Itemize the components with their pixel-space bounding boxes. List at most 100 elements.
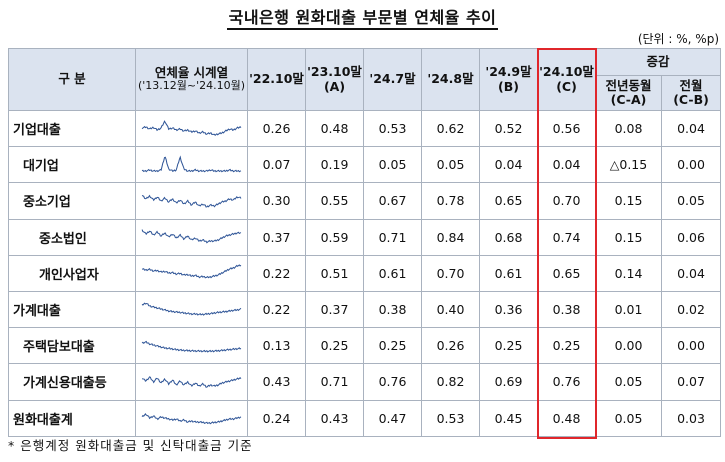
change-cell: 0.15 (595, 182, 662, 220)
sparkline-cell (135, 290, 248, 329)
change-cell: 0.05 (660, 182, 722, 220)
value-cell: 0.62 (421, 109, 480, 148)
col-header-3: '24.8말 (421, 48, 480, 111)
change-header-0: 전년동월 (C-A) (595, 75, 662, 111)
sparkline (141, 155, 242, 173)
sparkline-path (141, 376, 242, 388)
unit-label: (단위 : %, %p) (637, 32, 719, 46)
sparkline (141, 302, 242, 316)
value-cell: 0.26 (247, 109, 306, 148)
sparkline-path (141, 413, 242, 425)
row-label: 주택담보대출 (8, 327, 136, 365)
value-cell: 0.51 (305, 254, 364, 292)
sparkline-cell (135, 254, 248, 292)
value-cell: 0.13 (247, 327, 306, 365)
sparkline-path (141, 194, 242, 208)
sparkline-cell (135, 146, 248, 184)
change-group-header: 증감 (594, 48, 722, 76)
sparkline-path (141, 119, 242, 136)
value-cell: 0.74 (537, 218, 596, 256)
col-header-1: '23.10말 (A) (305, 48, 364, 111)
value-cell: 0.61 (363, 254, 422, 292)
col-header-2: '24.7말 (363, 48, 422, 111)
value-cell: 0.30 (247, 182, 306, 220)
value-cell: 0.53 (363, 109, 422, 148)
value-cell: 0.38 (363, 290, 422, 329)
value-cell: 0.45 (479, 399, 538, 437)
table-row: 기업대출 0.26 0.48 0.53 0.62 0.52 0.56 0.08 0.04 (8, 109, 722, 148)
change-cell: △0.15 (595, 146, 662, 184)
value-cell: 0.25 (537, 327, 596, 365)
value-cell: 0.22 (247, 254, 306, 292)
change-cell: 0.05 (595, 399, 662, 437)
table-row: 중소법인 0.37 0.59 0.71 0.84 0.68 0.74 0.15 0.06 (8, 218, 722, 256)
value-cell: 0.59 (305, 218, 364, 256)
sparkline (141, 413, 242, 425)
row-label: 원화대출계 (8, 399, 136, 437)
row-label: 중소법인 (8, 218, 136, 256)
table-row: 대기업 0.07 0.19 0.05 0.05 0.04 0.04 △0.15 0.00 (8, 146, 722, 184)
value-cell: 0.25 (363, 327, 422, 365)
table-row: 원화대출계 0.24 0.43 0.47 0.53 0.45 0.48 0.05 0.03 (8, 399, 722, 437)
value-cell: 0.47 (363, 399, 422, 437)
value-cell: 0.38 (537, 290, 596, 329)
table-title: 국내은행 원화대출 부문별 연체율 추이 (0, 4, 725, 30)
sparkline-cell (135, 363, 248, 401)
value-cell: 0.19 (305, 146, 364, 184)
value-cell: 0.04 (537, 146, 596, 184)
value-cell: 0.25 (479, 327, 538, 365)
sparkline (141, 376, 242, 388)
sparkline-cell (135, 399, 248, 437)
col-header-4: '24.9말 (B) (479, 48, 538, 111)
value-cell: 0.26 (421, 327, 480, 365)
change-cell: 0.04 (660, 254, 722, 292)
value-cell: 0.52 (479, 109, 538, 148)
change-header-1: 전월 (C-B) (660, 75, 722, 111)
value-cell: 0.65 (479, 182, 538, 220)
value-cell: 0.71 (305, 363, 364, 401)
value-cell: 0.07 (247, 146, 306, 184)
value-cell: 0.43 (305, 399, 364, 437)
change-cell: 0.00 (660, 327, 722, 365)
value-cell: 0.55 (305, 182, 364, 220)
value-cell: 0.48 (305, 109, 364, 148)
col-header-0: '22.10말 (247, 48, 306, 111)
change-cell: 0.03 (660, 399, 722, 437)
value-cell: 0.04 (479, 146, 538, 184)
value-cell: 0.67 (363, 182, 422, 220)
value-cell: 0.65 (537, 254, 596, 292)
table-row: 가계신용대출등 0.43 0.71 0.76 0.82 0.69 0.76 0.05 0.07 (8, 363, 722, 401)
value-cell: 0.78 (421, 182, 480, 220)
value-cell: 0.84 (421, 218, 480, 256)
change-cell: 0.04 (660, 109, 722, 148)
value-cell: 0.43 (247, 363, 306, 401)
sparkline-cell (135, 218, 248, 256)
change-cell: 0.05 (595, 363, 662, 401)
value-cell: 0.25 (305, 327, 364, 365)
change-cell: 0.15 (595, 218, 662, 256)
sparkline-cell (135, 327, 248, 365)
sparkline (141, 119, 242, 136)
row-label: 가계대출 (8, 290, 136, 329)
delinquency-table: 구 분 연체율 시계열 ('13.12월~'24.10월) '22.10말 '2… (8, 48, 722, 437)
value-cell: 0.05 (363, 146, 422, 184)
row-label: 기업대출 (8, 109, 136, 148)
sparkline (141, 340, 242, 353)
sparkline (141, 264, 242, 279)
footnote: * 은행계정 원화대출금 및 신탁대출금 기준 (8, 438, 253, 453)
value-cell: 0.53 (421, 399, 480, 437)
change-cell: 0.02 (660, 290, 722, 329)
sparkline-path (141, 302, 242, 316)
sparkline (141, 229, 242, 244)
value-cell: 0.61 (479, 254, 538, 292)
change-cell: 0.08 (595, 109, 662, 148)
value-cell: 0.22 (247, 290, 306, 329)
value-cell: 0.36 (479, 290, 538, 329)
row-label: 개인사업자 (8, 254, 136, 292)
value-cell: 0.69 (479, 363, 538, 401)
change-cell: 0.01 (595, 290, 662, 329)
sparkline-cell (135, 109, 248, 148)
category-header: 구 분 (8, 48, 136, 111)
value-cell: 0.76 (537, 363, 596, 401)
sparkline-path (141, 229, 242, 244)
